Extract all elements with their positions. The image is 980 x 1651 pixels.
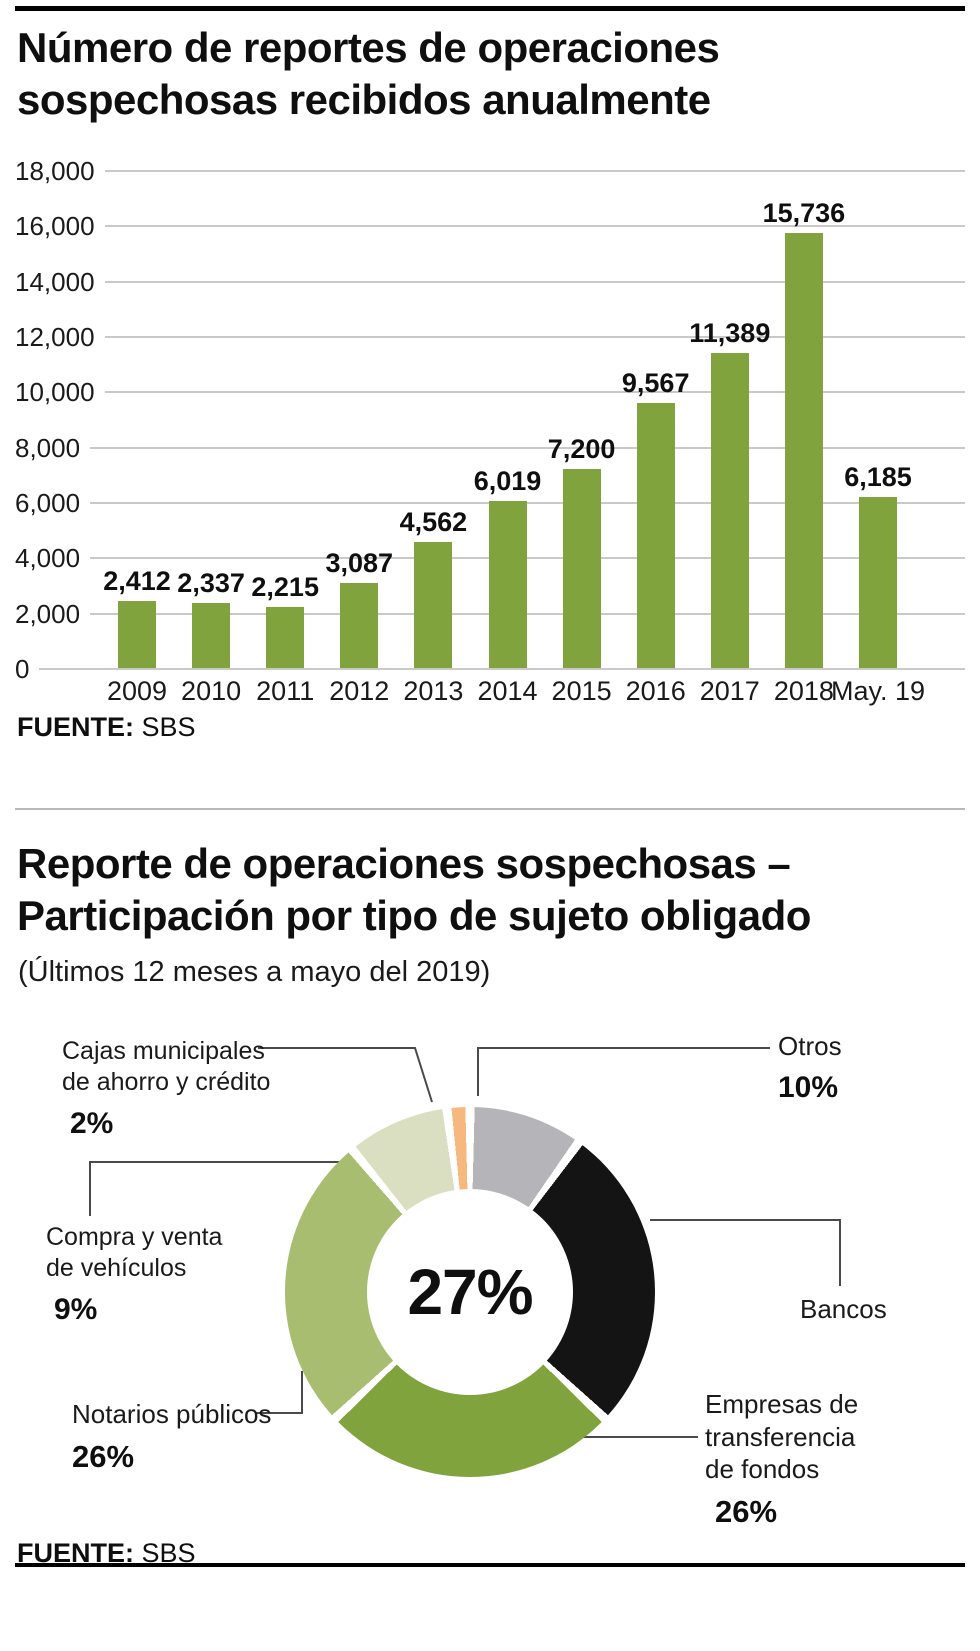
callout-empresas-line3: de fondos (705, 1454, 820, 1484)
callout-otros: Otros 10% (778, 1030, 842, 1105)
y-axis-label: 2,000 (15, 597, 91, 630)
callout-empresas-line1: Empresas de (705, 1389, 859, 1419)
x-axis-label: 2018 (773, 676, 834, 706)
x-axis-label: 2013 (403, 676, 464, 706)
bar-value-label: 6,019 (473, 466, 542, 497)
bar-chart-title-line1: Número de reportes de operaciones (17, 24, 720, 71)
y-axis-label: 10,000 (15, 376, 105, 409)
callout-otros-pct: 10% (778, 1070, 839, 1104)
callout-notarios-label: Notarios públicos (72, 1399, 272, 1429)
bar-2013 (414, 541, 453, 668)
x-axis-label: 2014 (477, 676, 538, 706)
callout-compra-line1: Compra y venta (46, 1223, 223, 1251)
callout-cajas-line1: Cajas municipales (62, 1037, 265, 1065)
callout-bancos-label: Bancos (800, 1294, 887, 1324)
callout-line-otros (477, 1047, 770, 1096)
callout-compra-line2: de vehículos (46, 1254, 187, 1283)
bar-value-label: 2,412 (103, 566, 171, 597)
callout-empresas-label: Empresas de transferencia de fondos (705, 1388, 858, 1486)
y-axis-label: 18,000 (15, 155, 105, 187)
callout-cajas-line2: de ahorro y crédito (62, 1068, 271, 1097)
y-axis-label: 8,000 (15, 431, 91, 464)
top-rule (15, 6, 965, 11)
gridline (15, 280, 965, 283)
bar-2017 (710, 352, 749, 668)
x-axis-label: 2012 (329, 676, 390, 706)
bar-May. 19 (859, 496, 897, 668)
callout-empresas-transferencia: Empresas de transferencia de fondos 26% (705, 1388, 858, 1530)
donut-chart-subtitle: (Últimos 12 meses a mayo del 2019) (18, 956, 491, 988)
donut-chart: 27% (285, 1107, 655, 1477)
donut-center: 27% (367, 1189, 573, 1395)
callout-cajas-pct: 2% (70, 1106, 114, 1140)
bar-value-label: 4,562 (399, 506, 468, 537)
bar-2011 (266, 606, 305, 668)
bar-plot: 18,000 16,000 14,000 12,000 10,000 8,000 6,000… (15, 155, 965, 685)
source-note-bar-chart: FUENTE: SBS (17, 712, 196, 743)
bar-value-label: 2,337 (177, 568, 245, 599)
bar-value-label: 2,215 (251, 571, 319, 602)
bar-value-label: 15,736 (762, 197, 846, 228)
bottom-rule (15, 1563, 965, 1567)
callout-cajas-municipales: Cajas municipales de ahorro y crédito 2% (62, 1036, 270, 1141)
x-axis-label: 2011 (256, 676, 315, 706)
bar-chart-title: Número de reportes de operaciones sospech… (17, 22, 720, 125)
x-axis-label: 2016 (625, 676, 686, 706)
y-axis-label: 14,000 (15, 265, 105, 298)
bar-2015 (562, 468, 601, 668)
callout-cajas-label: Cajas municipales de ahorro y crédito (62, 1036, 270, 1099)
callout-compra-label: Compra y venta de vehículos (46, 1222, 222, 1285)
source-label: FUENTE: (17, 712, 134, 742)
source-value: SBS (141, 712, 196, 742)
x-axis-label: 2017 (699, 676, 760, 706)
callout-empresas-pct: 26% (715, 1493, 778, 1529)
x-axis-label: 2010 (181, 676, 242, 706)
y-axis-label: 4,000 (15, 542, 91, 575)
gridline (15, 446, 965, 449)
bar-2016 (636, 403, 675, 668)
bar-value-label: 6,185 (844, 461, 912, 492)
gridline (15, 391, 965, 394)
bar-x-labels: 2009 2010 2011 2012 2013 2014 2015 2016 2017 2018… (15, 676, 965, 712)
bar-value-label: 7,200 (547, 433, 616, 464)
callout-bancos: Bancos (800, 1293, 887, 1326)
x-axis-label: 2009 (106, 676, 168, 706)
donut-chart-title-line2: Participación por tipo de sujeto obligad… (17, 891, 811, 939)
bar-2009 (118, 601, 156, 668)
bar-2012 (340, 582, 379, 668)
bar-value-label: 3,087 (325, 547, 394, 578)
gridline (15, 170, 965, 172)
gridline (15, 668, 965, 670)
callout-line-cajas (258, 1047, 433, 1103)
callout-notarios-pct: 26% (72, 1438, 135, 1474)
callout-empresas-line2: transferencia (705, 1421, 856, 1452)
callout-notarios-publicos: Notarios públicos 26% (72, 1398, 271, 1475)
x-axis-label: 2015 (551, 676, 612, 706)
x-axis-label: May. 19 (830, 676, 926, 706)
bar-2010 (192, 603, 231, 668)
y-axis-label: 16,000 (15, 210, 105, 243)
donut-chart-title-line1: Reporte de operaciones sospechosas – (17, 840, 791, 887)
y-axis-label: 0 (15, 653, 40, 685)
callout-line-bancos (650, 1219, 841, 1286)
callout-compra-venta-vehiculos: Compra y venta de vehículos 9% (46, 1222, 222, 1327)
callout-otros-label: Otros (778, 1031, 842, 1061)
y-axis-label: 12,000 (15, 321, 105, 353)
bar-value-label: 11,389 (689, 317, 771, 348)
gridline (15, 225, 965, 228)
bar-2018 (784, 232, 823, 668)
bar-value-label: 9,567 (621, 368, 690, 399)
y-axis-label: 6,000 (15, 487, 91, 519)
callout-compra-pct: 9% (54, 1292, 98, 1326)
bar-2014 (488, 501, 527, 668)
bar-chart-title-line2: sospechosas recibidos anualmente (17, 75, 711, 123)
donut-center-value: 27% (407, 1256, 533, 1328)
section-divider (15, 808, 965, 810)
gridline (15, 336, 965, 338)
donut-chart-title: Reporte de operaciones sospechosas – Part… (17, 838, 811, 941)
